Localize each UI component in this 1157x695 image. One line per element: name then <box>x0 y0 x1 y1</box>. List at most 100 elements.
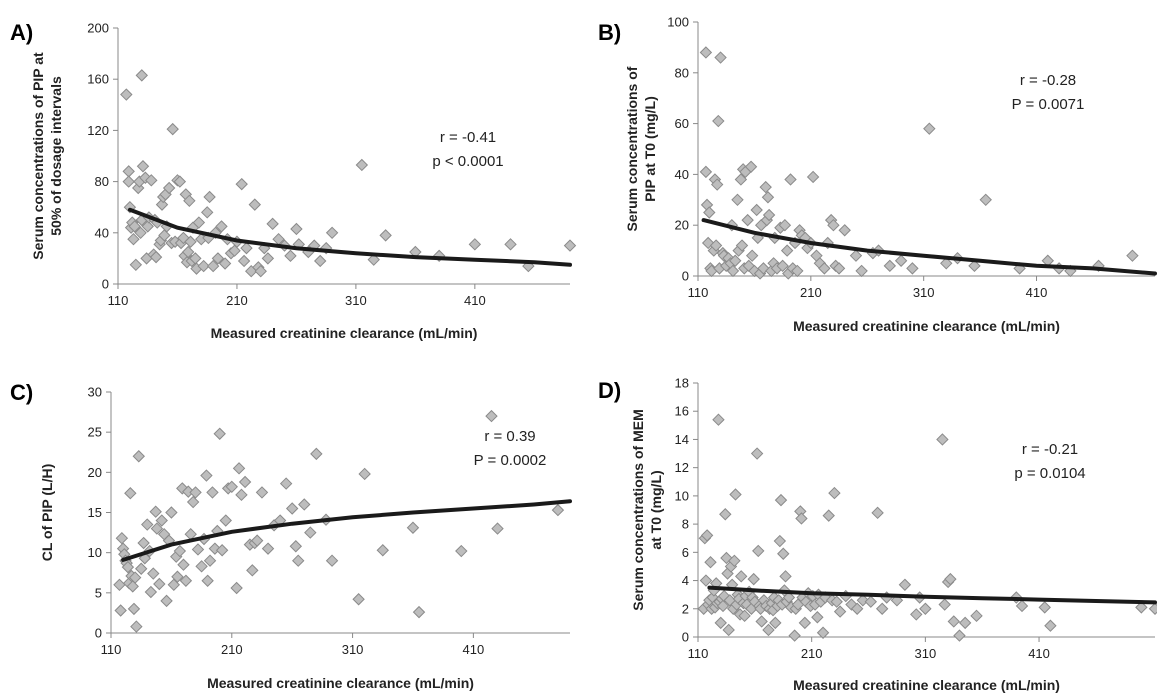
data-point <box>191 543 205 556</box>
data-point <box>947 615 960 628</box>
data-point <box>838 224 851 237</box>
x-tick-label: 110 <box>101 642 122 657</box>
data-point <box>504 238 517 251</box>
data-point <box>114 604 127 617</box>
y-tick-label: 0 <box>102 277 109 292</box>
data-point <box>285 502 299 515</box>
data-point <box>752 544 765 558</box>
data-point <box>883 259 897 273</box>
data-point <box>213 427 226 440</box>
trend-line <box>121 499 572 562</box>
x-tick-label: 210 <box>800 285 822 300</box>
data-point <box>173 175 187 188</box>
data-point <box>139 171 152 184</box>
data-point <box>230 581 243 595</box>
data-point <box>211 252 225 265</box>
data-point <box>134 226 147 240</box>
y-axis-label: 50% of dosage intervals <box>48 76 64 236</box>
data-point <box>704 556 717 569</box>
data-point <box>238 475 252 489</box>
data-point <box>806 170 820 184</box>
data-point <box>127 232 140 246</box>
x-tick-label: 410 <box>463 642 485 657</box>
data-point <box>150 522 164 535</box>
data-point <box>121 560 135 574</box>
panel-label: C) <box>10 380 33 405</box>
data-point <box>132 450 145 463</box>
data-point <box>284 249 297 263</box>
data-point <box>206 486 219 499</box>
data-point <box>722 623 735 637</box>
data-point <box>412 605 426 619</box>
data-point <box>166 122 179 136</box>
data-point <box>130 620 143 633</box>
x-tick-label: 210 <box>226 293 248 308</box>
data-point <box>1015 599 1029 613</box>
data-point <box>155 198 169 211</box>
data-point <box>699 574 713 587</box>
data-point <box>729 488 742 501</box>
data-point <box>289 540 303 553</box>
data-point <box>968 259 981 273</box>
data-point <box>761 191 775 204</box>
data-point <box>147 567 160 580</box>
data-point <box>864 595 878 608</box>
data-point <box>795 512 808 525</box>
data-point <box>944 572 957 586</box>
data-point <box>871 506 884 520</box>
data-point <box>144 585 158 599</box>
data-point <box>828 486 841 500</box>
y-axis-label: PIP at T0 (mg/L) <box>642 96 658 202</box>
data-point <box>699 46 713 59</box>
data-point <box>455 544 468 558</box>
y-tick-label: 0 <box>95 626 102 641</box>
data-point <box>778 218 792 232</box>
data-point <box>738 609 751 623</box>
data-point <box>261 542 275 555</box>
data-point <box>1044 619 1057 632</box>
data-point <box>160 594 173 608</box>
x-axis-label: Measured creatinine clearance (mL/min) <box>211 325 478 341</box>
data-point <box>745 249 759 262</box>
y-tick-label: 120 <box>87 123 109 138</box>
x-axis-label: Measured creatinine clearance (mL/min) <box>793 318 1060 334</box>
p-value-annotation: P = 0.0002 <box>474 452 547 469</box>
data-point <box>744 160 758 173</box>
data-point <box>468 238 482 251</box>
panel-label: D) <box>598 378 621 403</box>
data-point <box>235 177 248 191</box>
data-point <box>953 629 966 642</box>
data-point <box>750 447 764 460</box>
data-point <box>192 216 206 229</box>
data-point <box>875 602 889 615</box>
y-tick-label: 100 <box>667 15 689 30</box>
data-point <box>762 623 775 637</box>
x-tick-label: 210 <box>221 642 243 657</box>
data-point <box>186 495 200 509</box>
y-tick-label: 18 <box>675 376 689 391</box>
x-tick-label: 110 <box>108 293 129 308</box>
correlation-annotation: r = 0.39 <box>484 428 535 445</box>
data-point <box>123 200 137 214</box>
data-point <box>246 564 259 577</box>
data-point <box>1135 601 1148 614</box>
data-point <box>709 239 723 252</box>
data-point <box>200 469 213 482</box>
data-point <box>184 235 197 248</box>
data-point <box>183 194 196 208</box>
y-tick-label: 0 <box>682 630 689 645</box>
y-tick-label: 20 <box>675 218 689 233</box>
data-point <box>292 554 305 567</box>
data-point <box>162 181 176 195</box>
y-tick-label: 12 <box>675 460 689 475</box>
x-axis-label: Measured creatinine clearance (mL/min) <box>793 677 1060 693</box>
data-point <box>136 160 150 173</box>
x-tick-label: 310 <box>342 642 364 657</box>
data-point <box>747 572 760 586</box>
data-point <box>179 574 193 587</box>
data-point <box>379 229 392 242</box>
data-point <box>703 206 716 219</box>
x-tick-label: 110 <box>688 285 709 300</box>
